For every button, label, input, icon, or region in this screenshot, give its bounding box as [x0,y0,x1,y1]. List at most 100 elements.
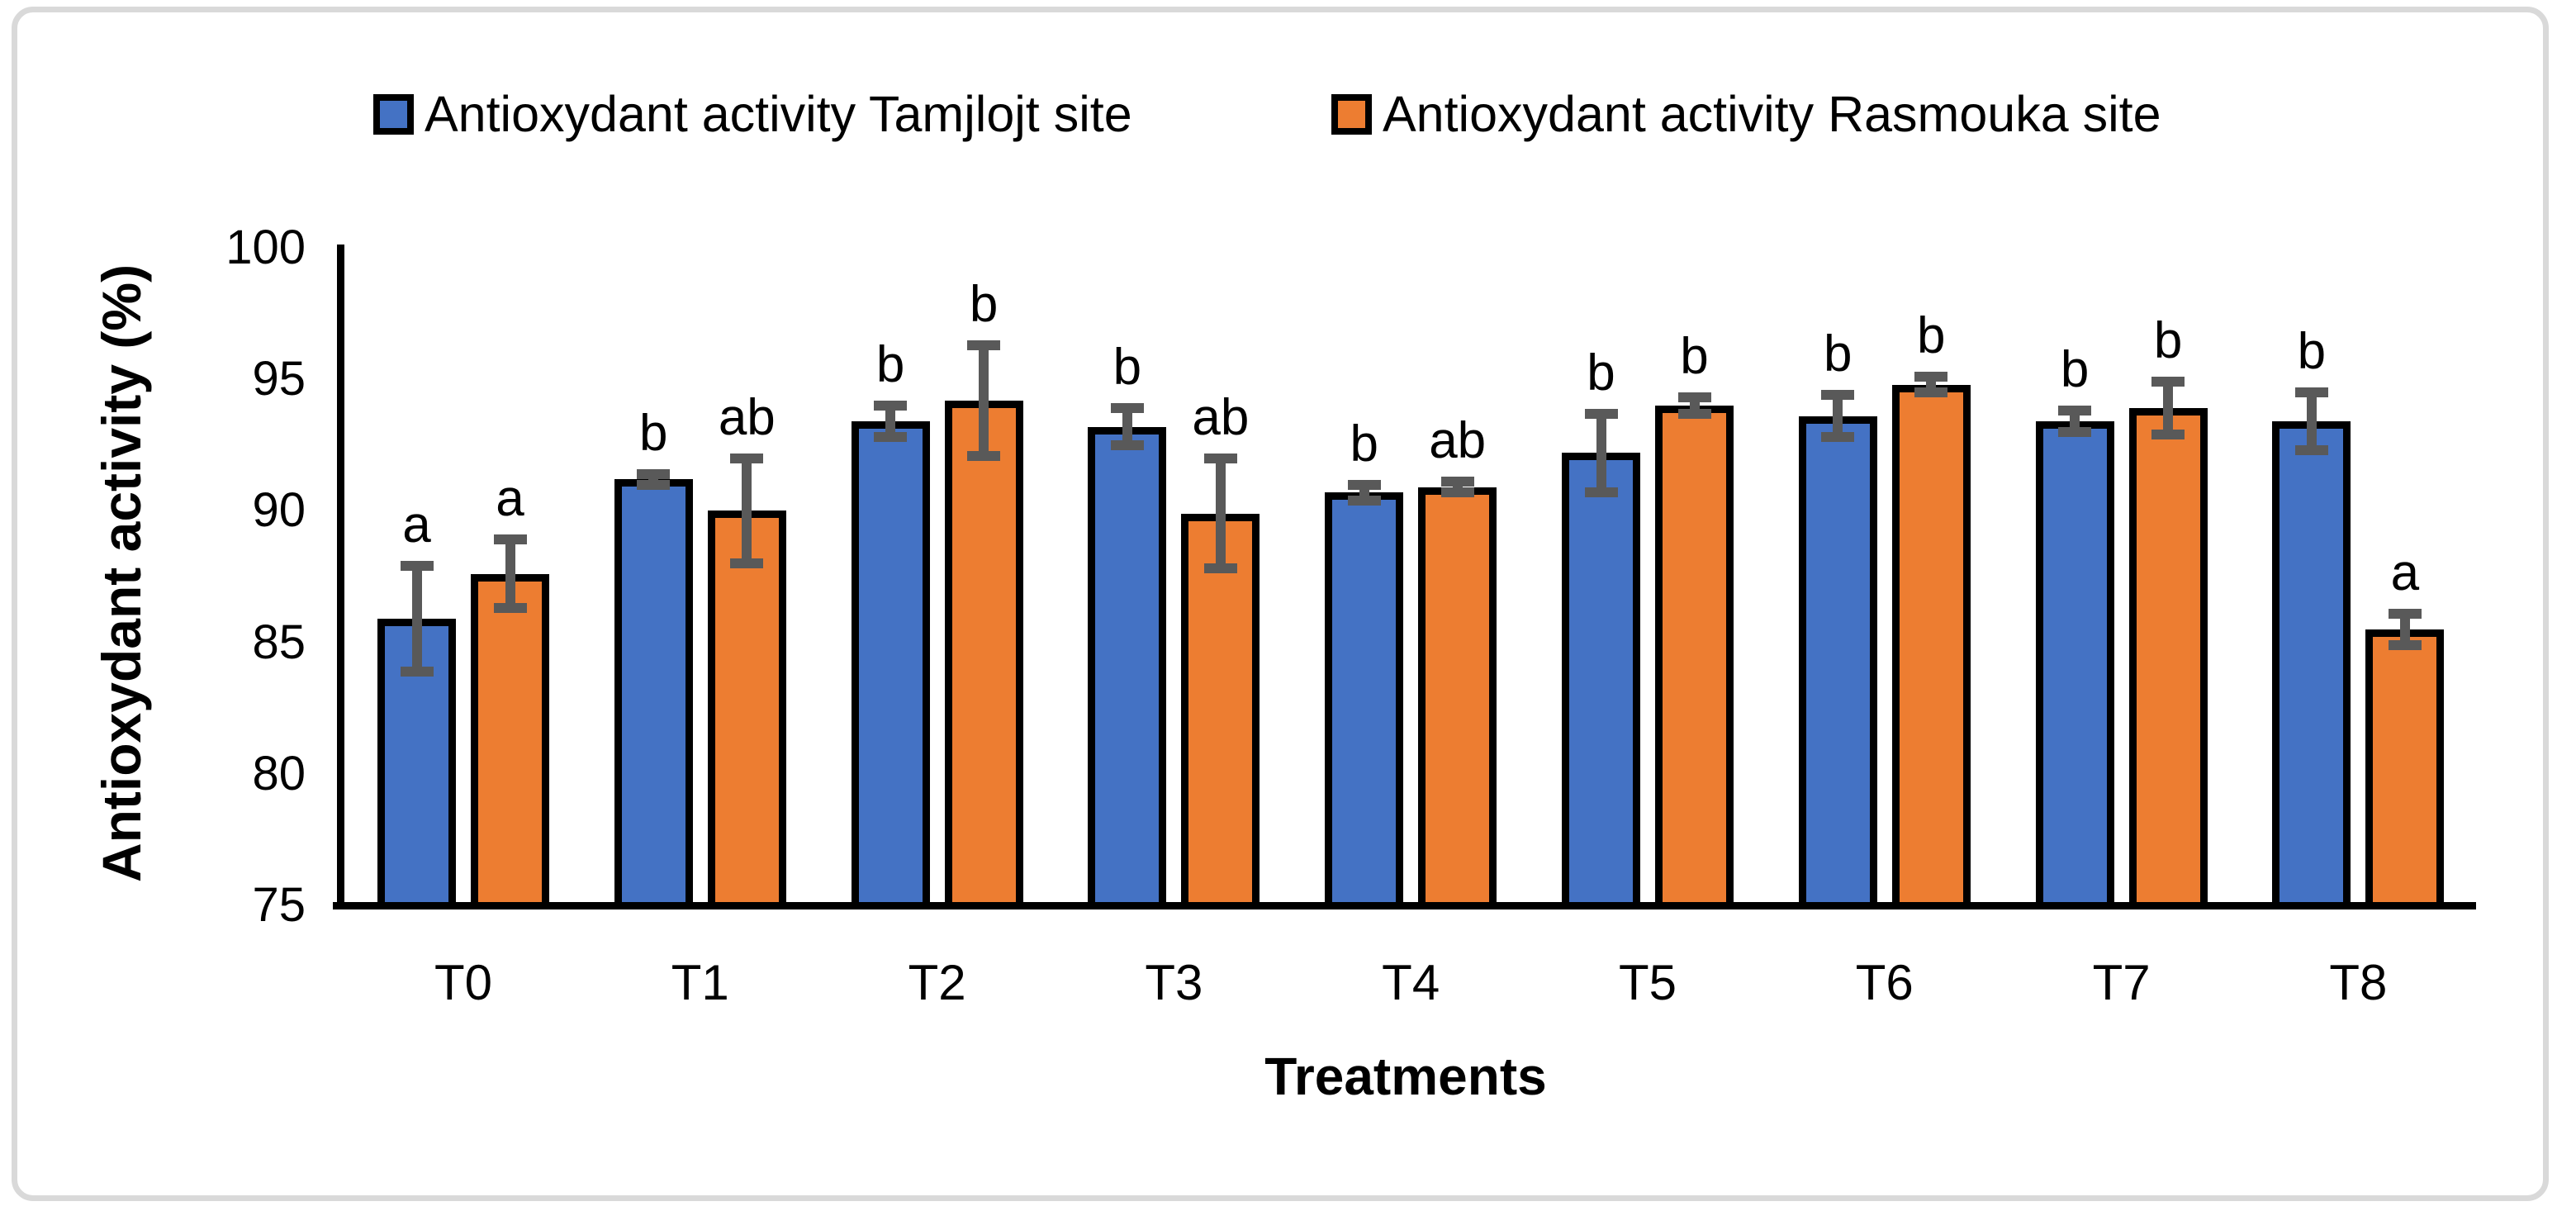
sig-letter-rasmouka-T8: a [2390,544,2420,601]
error-bar-cap-top-rasmouka-T6 [1914,372,1948,382]
error-bar-cap-top-rasmouka-T1 [730,453,764,463]
sig-letter-rasmouka-T5: b [1680,328,1709,386]
error-bar-cap-bottom-rasmouka-T6 [1914,387,1948,398]
y-tick-label-90: 90 [252,483,306,538]
x-tick-label-T1: T1 [671,955,729,1010]
error-bar-whisker-rasmouka-T1 [742,458,752,564]
error-bar-cap-top-tamjlojt-T2 [874,401,908,411]
legend-item-tamjlojt: Antioxydant activity Tamjlojt site [373,86,1132,142]
sig-letter-tamjlojt-T0: a [402,496,431,554]
bar-tamjlojt-T5 [1562,453,1640,909]
x-tick-label-T7: T7 [2092,955,2151,1010]
sig-letter-tamjlojt-T7: b [2060,341,2090,399]
bar-rasmouka-T6 [1891,384,1971,909]
figure-border [12,7,2549,1201]
sig-letter-tamjlojt-T6: b [1824,325,1853,383]
bar-tamjlojt-T8 [2272,421,2351,909]
legend-item-rasmouka: Antioxydant activity Rasmouka site [1331,86,2161,142]
error-bar-cap-bottom-tamjlojt-T7 [2058,426,2092,437]
error-bar-cap-bottom-rasmouka-T0 [493,603,527,614]
y-tick-label-95: 95 [252,352,306,406]
error-bar-cap-bottom-rasmouka-T1 [730,558,764,569]
y-tick-label-100: 100 [225,221,306,274]
bar-rasmouka-T8 [2365,629,2445,909]
error-bar-cap-top-tamjlojt-T4 [1347,479,1381,490]
error-bar-cap-bottom-tamjlojt-T2 [874,432,908,443]
error-bar-cap-top-rasmouka-T7 [2151,377,2185,387]
error-bar-cap-bottom-tamjlojt-T3 [1110,439,1144,450]
x-tick-label-T5: T5 [1618,955,1677,1010]
bar-rasmouka-T7 [2128,408,2208,909]
x-axis-line [333,902,2476,909]
error-bar-cap-top-rasmouka-T8 [2388,608,2422,619]
error-bar-cap-bottom-tamjlojt-T4 [1347,495,1381,506]
legend-swatch-tamjlojt-icon [373,93,414,135]
error-bar-whisker-tamjlojt-T3 [1122,408,1132,445]
bar-tamjlojt-T4 [1325,492,1404,909]
error-bar-cap-top-tamjlojt-T1 [637,468,671,479]
error-bar-whisker-tamjlojt-T7 [2070,411,2080,432]
error-bar-cap-top-tamjlojt-T7 [2058,406,2092,416]
error-bar-cap-bottom-rasmouka-T4 [1440,487,1474,498]
sig-letter-tamjlojt-T1: b [639,404,668,462]
x-tick-label-T0: T0 [434,955,493,1010]
error-bar-cap-bottom-tamjlojt-T0 [400,666,434,677]
error-bar-cap-top-rasmouka-T5 [1677,392,1711,403]
bar-rasmouka-T4 [1418,487,1497,909]
sig-letter-rasmouka-T1: ab [718,388,776,446]
bar-tamjlojt-T1 [614,479,693,909]
sig-letter-tamjlojt-T3: b [1112,339,1142,397]
sig-letter-tamjlojt-T8: b [2297,323,2327,381]
error-bar-cap-bottom-tamjlojt-T1 [637,479,671,490]
x-tick-label-T8: T8 [2329,955,2388,1010]
error-bar-cap-top-tamjlojt-T0 [400,561,434,572]
bar-rasmouka-T3 [1181,513,1260,909]
bar-rasmouka-T5 [1655,406,1734,909]
error-bar-whisker-tamjlojt-T5 [1596,413,1606,493]
error-bar-cap-top-tamjlojt-T6 [1821,390,1855,401]
x-tick-label-T2: T2 [908,955,966,1010]
legend-label-tamjlojt: Antioxydant activity Tamjlojt site [425,86,1132,142]
y-tick-label-85: 85 [252,615,306,669]
error-bar-cap-bottom-tamjlojt-T5 [1584,487,1618,498]
sig-letter-tamjlojt-T2: b [875,336,905,394]
bar-tamjlojt-T7 [2035,421,2114,909]
error-bar-cap-bottom-rasmouka-T8 [2388,639,2422,650]
x-axis-title: Treatments [1264,1047,1547,1106]
error-bar-whisker-rasmouka-T8 [2399,613,2410,645]
error-bar-cap-bottom-rasmouka-T2 [967,450,1001,461]
y-axis-line [337,245,344,909]
sig-letter-rasmouka-T0: a [496,470,524,528]
y-tick-label-80: 80 [252,746,306,800]
error-bar-cap-top-tamjlojt-T3 [1110,403,1144,414]
error-bar-cap-bottom-tamjlojt-T8 [2294,445,2328,456]
sig-letter-rasmouka-T2: b [969,275,999,333]
legend-swatch-rasmouka-icon [1331,93,1372,135]
sig-letter-tamjlojt-T5: b [1587,344,1615,401]
error-bar-cap-bottom-rasmouka-T3 [1203,563,1237,574]
error-bar-whisker-tamjlojt-T0 [411,566,422,672]
error-bar-whisker-tamjlojt-T6 [1833,395,1843,438]
bar-tamjlojt-T2 [851,421,930,909]
sig-letter-rasmouka-T7: b [2153,312,2183,370]
bar-rasmouka-T0 [471,573,549,909]
sig-letter-rasmouka-T4: ab [1429,412,1487,470]
error-bar-cap-top-rasmouka-T3 [1203,453,1237,463]
error-bar-whisker-rasmouka-T7 [2163,382,2174,435]
bar-tamjlojt-T6 [1798,416,1877,909]
y-axis-title: Antioxydant activity (%) [91,264,152,883]
sig-letter-rasmouka-T6: b [1917,307,1946,365]
sig-letter-tamjlojt-T4: b [1350,415,1378,473]
bar-rasmouka-T2 [944,400,1023,909]
error-bar-whisker-tamjlojt-T8 [2306,392,2317,451]
x-tick-label-T3: T3 [1145,955,1203,1010]
bar-rasmouka-T1 [707,511,786,909]
sig-letter-rasmouka-T3: ab [1192,388,1250,446]
error-bar-cap-bottom-tamjlojt-T6 [1821,432,1855,443]
legend-label-rasmouka: Antioxydant activity Rasmouka site [1383,86,2161,142]
error-bar-cap-bottom-rasmouka-T5 [1677,408,1711,419]
error-bar-cap-bottom-rasmouka-T7 [2151,430,2185,440]
bar-tamjlojt-T3 [1088,426,1167,909]
x-tick-label-T4: T4 [1382,955,1440,1010]
